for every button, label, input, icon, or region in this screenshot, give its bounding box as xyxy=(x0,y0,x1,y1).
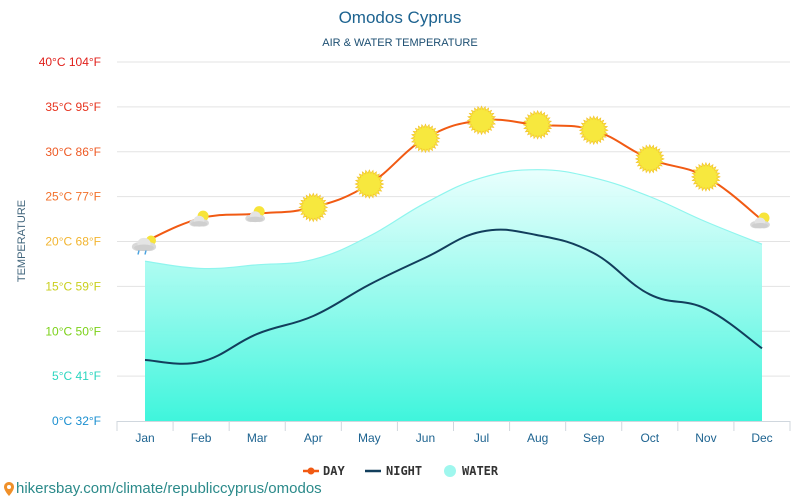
x-tick-label: Apr xyxy=(304,431,323,445)
partly-cloudy-icon xyxy=(189,210,209,227)
y-axis-label: TEMPERATURE xyxy=(16,200,28,282)
chart-title: Omodos Cyprus xyxy=(339,8,462,27)
night-series xyxy=(144,228,763,365)
night-line xyxy=(144,228,763,365)
rain-cloud-icon xyxy=(131,235,157,255)
sun-icon xyxy=(410,123,441,154)
y-tick-label: 0°C 32°F xyxy=(52,414,101,428)
x-tick-label: Mar xyxy=(247,431,268,445)
x-tick-label: Jun xyxy=(416,431,435,445)
y-tick-label: 20°C 68°F xyxy=(45,235,101,249)
legend-day-label: DAY xyxy=(323,464,345,478)
sun-icon xyxy=(466,105,497,136)
water-line xyxy=(144,169,763,270)
x-tick-label: Aug xyxy=(527,431,548,445)
x-tick-label: Jul xyxy=(474,431,489,445)
legend-water-marker xyxy=(444,465,456,477)
x-tick-label: May xyxy=(358,431,381,445)
x-tick-label: Dec xyxy=(751,431,772,445)
y-tick-label: 10°C 50°F xyxy=(45,324,101,338)
sun-icon xyxy=(298,192,329,223)
water-series xyxy=(144,169,763,421)
x-tick-label: Jan xyxy=(135,431,154,445)
y-tick-label: 15°C 59°F xyxy=(45,279,101,293)
sun-icon xyxy=(634,143,665,174)
map-pin-icon xyxy=(4,481,14,496)
partly-cloudy-icon xyxy=(245,206,266,223)
y-tick-label: 35°C 95°F xyxy=(45,100,101,114)
day-series xyxy=(131,105,770,255)
legend-day-marker xyxy=(307,467,315,475)
x-tick-label: Sep xyxy=(583,431,605,445)
legend-night-label: NIGHT xyxy=(386,464,422,478)
water-area xyxy=(145,169,762,421)
legend: DAY NIGHT WATER xyxy=(303,464,499,478)
y-tick-label: 25°C 77°F xyxy=(45,190,101,204)
y-tick-label: 40°C 104°F xyxy=(39,55,101,69)
x-tick-label: Oct xyxy=(640,431,659,445)
sun-icon xyxy=(690,161,721,192)
legend-item-night[interactable]: NIGHT xyxy=(365,464,422,478)
legend-item-day[interactable]: DAY xyxy=(303,464,345,478)
y-tick-label: 30°C 86°F xyxy=(45,145,101,159)
y-tick-label: 5°C 41°F xyxy=(52,369,101,383)
sun-icon xyxy=(522,109,553,140)
footer-url: hikersbay.com/climate/republiccyprus/omo… xyxy=(16,480,322,497)
x-tick-label: Nov xyxy=(695,431,716,445)
footer-link[interactable]: hikersbay.com/climate/republiccyprus/omo… xyxy=(4,480,322,497)
partly-cloudy-icon xyxy=(750,212,770,229)
legend-item-water[interactable]: WATER xyxy=(444,464,499,478)
legend-water-label: WATER xyxy=(462,464,499,478)
sun-icon xyxy=(578,115,609,146)
sun-icon xyxy=(354,169,385,200)
y-axis-ticks: 40°C 104°F 35°C 95°F 30°C 86°F 25°C 77°F 20°… xyxy=(39,55,101,428)
x-axis: Jan Feb Mar Apr May Jun Jul Aug Sep Oct Nov Dec xyxy=(116,421,791,445)
x-tick-label: Feb xyxy=(191,431,212,445)
chart-subtitle: AIR & WATER TEMPERATURE xyxy=(322,37,477,49)
